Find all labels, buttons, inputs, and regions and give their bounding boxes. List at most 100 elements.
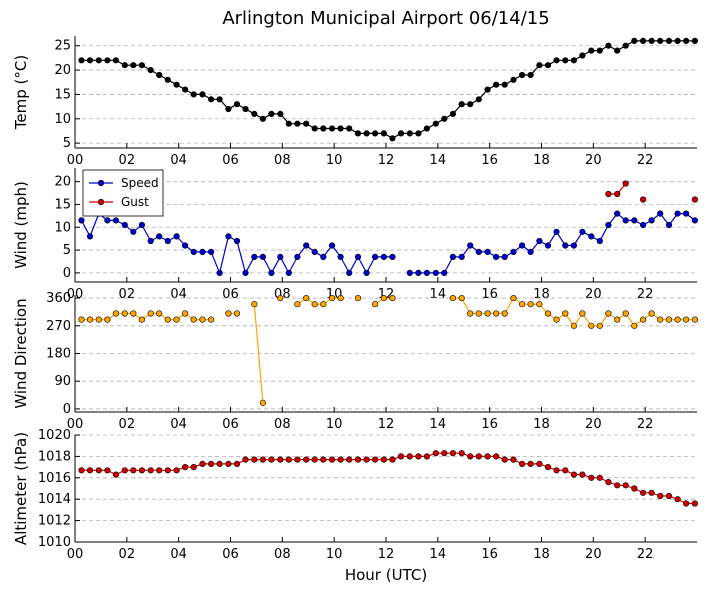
data-point-0-0-32 [354,130,362,137]
data-point-3-0-56 [562,467,569,474]
x-tick-label-1-3: 06 [222,287,239,302]
series-line-3-0-0 [81,452,695,505]
data-point-3-0-57 [570,471,578,478]
x-tick-label-1-11: 22 [637,287,654,302]
x-tick-label-2-5: 10 [326,417,343,432]
data-point-2-0-42 [544,310,552,317]
series-line-1-0-1 [409,212,696,274]
data-point-1-0-12 [182,242,189,249]
data-point-2-0-59 [691,316,699,323]
data-point-1-0-3 [104,217,111,224]
data-point-1-0-37 [406,269,413,277]
data-point-3-0-66 [648,489,655,496]
y-axis-label-0: Temp (°C) [12,55,30,130]
data-point-2-0-14 [199,316,206,323]
data-point-0-0-10 [164,76,171,83]
x-tick-label-3-3: 06 [222,547,239,562]
legend: Speed Gust [82,169,164,217]
data-point-1-1-3 [639,196,647,203]
x-tick-label-0-5: 10 [326,153,343,168]
data-point-3-0-65 [639,489,647,496]
data-point-2-0-44 [562,310,569,317]
data-point-3-0-13 [190,464,197,471]
y-axis-label-3: Altimeter (hPa) [12,432,30,545]
data-point-3-0-5 [121,467,128,474]
data-point-2-0-28 [372,301,379,308]
x-tick-label-0-6: 12 [378,153,395,168]
data-point-0-0-9 [156,71,163,79]
data-point-0-0-0 [78,57,85,64]
x-tick-label-2-10: 20 [585,417,602,432]
data-point-3-0-1 [86,467,94,474]
data-point-0-0-33 [363,130,370,137]
data-point-3-0-15 [208,460,215,468]
data-point-2-0-30 [389,295,396,302]
data-point-3-0-12 [182,464,189,471]
data-point-3-0-43 [449,450,457,457]
x-tick-label-3-5: 10 [326,547,343,562]
data-point-1-0-28 [320,253,327,260]
data-point-3-0-62 [614,482,621,489]
x-tick-label-2-2: 04 [170,417,187,432]
data-point-0-0-55 [553,57,560,64]
data-point-3-0-34 [372,456,379,463]
data-point-3-0-41 [432,450,439,457]
data-point-2-0-15 [208,316,215,323]
data-point-0-0-23 [277,110,284,117]
data-point-0-0-22 [268,110,275,117]
y-tick-label-0-0: 5 [63,136,71,151]
data-point-2-0-46 [579,310,586,317]
series-p0-0 [78,37,699,142]
data-point-2-0-49 [605,310,612,317]
data-point-0-0-13 [190,91,197,98]
data-point-1-0-10 [164,237,171,245]
x-tick-label-1-7: 14 [430,287,447,302]
data-point-2-0-22 [303,295,310,302]
data-point-1-0-5 [121,221,128,229]
data-point-0-0-71 [691,37,699,45]
data-point-1-0-4 [112,217,119,224]
data-point-3-0-69 [674,496,681,503]
data-point-0-0-43 [449,110,457,117]
data-point-1-0-16 [216,269,223,277]
data-point-1-0-26 [303,242,310,249]
data-point-0-0-12 [182,86,189,93]
data-point-3-0-68 [665,492,673,500]
data-point-3-0-16 [216,460,223,468]
data-point-3-0-42 [441,450,448,457]
data-point-1-0-42 [449,253,457,260]
data-point-0-0-40 [423,125,431,132]
data-point-3-0-0 [78,467,85,474]
data-point-1-0-68 [674,210,681,217]
data-point-0-0-49 [501,81,508,88]
data-point-0-0-57 [570,57,578,64]
x-tick-label-3-10: 20 [585,547,602,562]
panel-0: 5 10 15 20 25 00 02 04 06 08 10 12 14 16 18 20 22 Temp (°… [12,36,699,168]
y-tick-label-0-1: 10 [54,112,71,127]
data-point-0-0-7 [138,62,145,69]
x-tick-label-1-8: 16 [481,287,498,302]
y-axis-label-2: Wind Direction [12,298,30,408]
x-tick-label-3-7: 14 [430,547,447,562]
data-point-3-0-46 [475,453,482,460]
x-tick-label-0-10: 20 [585,153,602,168]
data-point-3-0-37 [397,453,405,460]
data-point-2-0-39 [518,301,526,308]
x-tick-label-2-1: 02 [119,417,136,432]
data-point-3-0-58 [579,471,586,478]
data-point-1-1-0 [605,190,612,198]
x-tick-label-2-0: 00 [67,417,84,432]
data-point-3-0-48 [493,453,500,460]
data-point-0-0-68 [665,37,673,45]
data-point-1-0-15 [208,248,215,255]
x-tick-label-1-1: 02 [119,287,136,302]
data-point-1-0-56 [570,242,578,249]
data-point-0-0-63 [622,42,629,49]
data-point-0-0-51 [518,71,526,79]
data-point-3-0-32 [354,456,362,463]
data-point-1-1-4 [691,196,699,203]
data-point-0-0-60 [596,47,603,54]
data-point-3-0-21 [259,456,267,463]
data-point-0-0-46 [475,96,482,103]
